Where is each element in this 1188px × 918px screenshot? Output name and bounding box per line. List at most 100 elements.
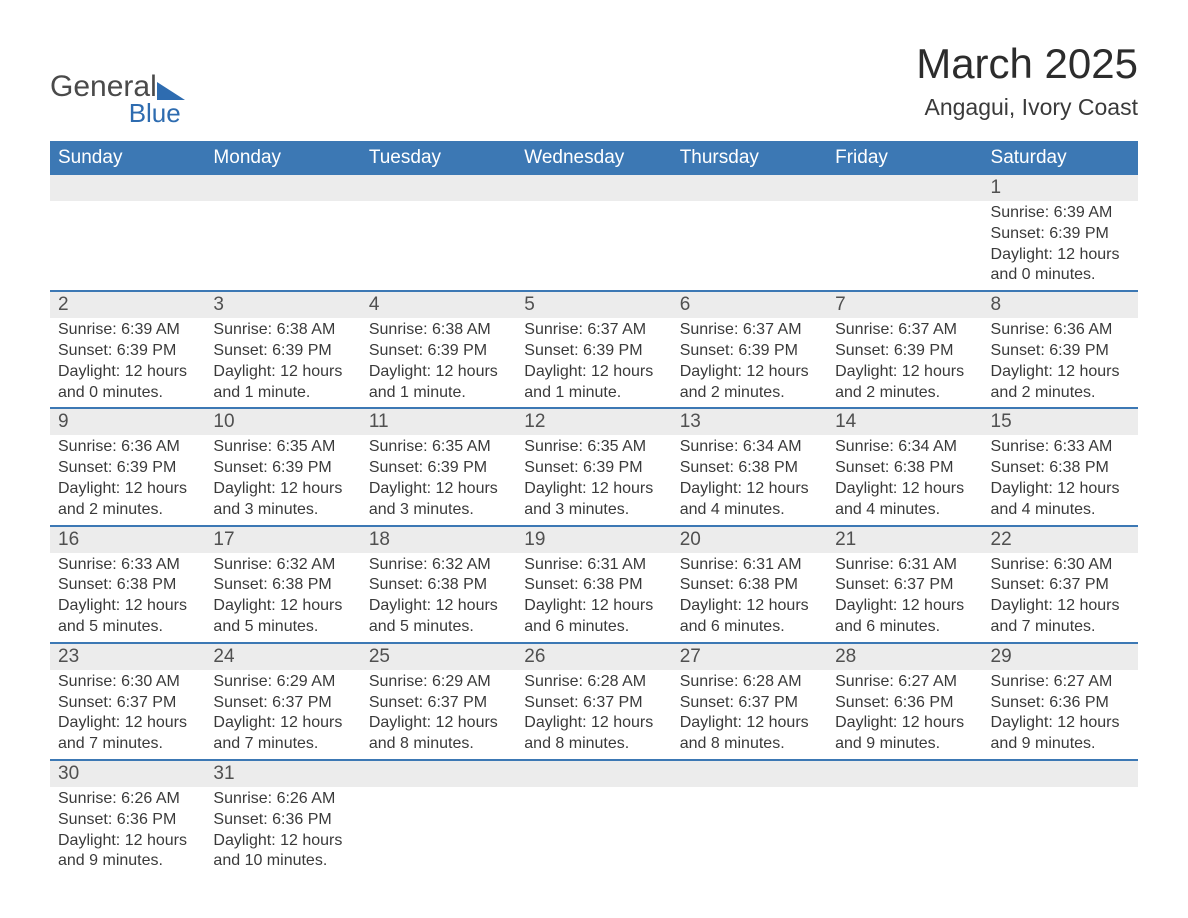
- day-number: 12: [516, 409, 671, 435]
- day-number: [50, 175, 205, 201]
- calendar-table: Sunday Monday Tuesday Wednesday Thursday…: [50, 141, 1138, 876]
- day-sunrise: Sunrise: 6:37 AM: [680, 320, 819, 341]
- day-daylight: Daylight: 12 hours and 8 minutes.: [680, 713, 819, 755]
- day-number: 16: [50, 527, 205, 553]
- day-sunset: Sunset: 6:39 PM: [524, 458, 663, 479]
- day-sunrise: Sunrise: 6:31 AM: [524, 555, 663, 576]
- day-number: 10: [205, 409, 360, 435]
- calendar-cell: [827, 175, 982, 291]
- day-daylight: Daylight: 12 hours and 2 minutes.: [58, 479, 197, 521]
- calendar-cell: 29Sunrise: 6:27 AMSunset: 6:36 PMDayligh…: [983, 643, 1138, 760]
- calendar-cell: 26Sunrise: 6:28 AMSunset: 6:37 PMDayligh…: [516, 643, 671, 760]
- day-details: Sunrise: 6:34 AMSunset: 6:38 PMDaylight:…: [827, 435, 982, 524]
- day-details: Sunrise: 6:34 AMSunset: 6:38 PMDaylight:…: [672, 435, 827, 524]
- day-number: 15: [983, 409, 1138, 435]
- weekday-header: Thursday: [672, 141, 827, 175]
- day-number: 11: [361, 409, 516, 435]
- day-daylight: Daylight: 12 hours and 1 minute.: [369, 362, 508, 404]
- day-details: Sunrise: 6:37 AMSunset: 6:39 PMDaylight:…: [516, 318, 671, 407]
- day-daylight: Daylight: 12 hours and 7 minutes.: [213, 713, 352, 755]
- day-number: 18: [361, 527, 516, 553]
- weekday-header-row: Sunday Monday Tuesday Wednesday Thursday…: [50, 141, 1138, 175]
- calendar-cell: 22Sunrise: 6:30 AMSunset: 6:37 PMDayligh…: [983, 526, 1138, 643]
- day-sunrise: Sunrise: 6:28 AM: [680, 672, 819, 693]
- day-number: 9: [50, 409, 205, 435]
- day-sunset: Sunset: 6:38 PM: [680, 575, 819, 596]
- day-daylight: Daylight: 12 hours and 4 minutes.: [835, 479, 974, 521]
- day-number: 7: [827, 292, 982, 318]
- day-sunrise: Sunrise: 6:35 AM: [213, 437, 352, 458]
- day-number: 20: [672, 527, 827, 553]
- day-details: Sunrise: 6:32 AMSunset: 6:38 PMDaylight:…: [205, 553, 360, 642]
- day-number: [361, 175, 516, 201]
- calendar-cell: 9Sunrise: 6:36 AMSunset: 6:39 PMDaylight…: [50, 408, 205, 525]
- day-daylight: Daylight: 12 hours and 2 minutes.: [680, 362, 819, 404]
- day-sunset: Sunset: 6:39 PM: [58, 458, 197, 479]
- weekday-header: Saturday: [983, 141, 1138, 175]
- calendar-cell: [50, 175, 205, 291]
- day-sunset: Sunset: 6:37 PM: [835, 575, 974, 596]
- weekday-header: Wednesday: [516, 141, 671, 175]
- calendar-cell: 7Sunrise: 6:37 AMSunset: 6:39 PMDaylight…: [827, 291, 982, 408]
- day-daylight: Daylight: 12 hours and 3 minutes.: [213, 479, 352, 521]
- day-details: Sunrise: 6:39 AMSunset: 6:39 PMDaylight:…: [50, 318, 205, 407]
- calendar-cell: 28Sunrise: 6:27 AMSunset: 6:36 PMDayligh…: [827, 643, 982, 760]
- calendar-cell: 3Sunrise: 6:38 AMSunset: 6:39 PMDaylight…: [205, 291, 360, 408]
- day-daylight: Daylight: 12 hours and 0 minutes.: [58, 362, 197, 404]
- day-sunset: Sunset: 6:38 PM: [680, 458, 819, 479]
- day-sunrise: Sunrise: 6:31 AM: [680, 555, 819, 576]
- day-daylight: Daylight: 12 hours and 9 minutes.: [835, 713, 974, 755]
- day-daylight: Daylight: 12 hours and 3 minutes.: [369, 479, 508, 521]
- day-sunset: Sunset: 6:37 PM: [991, 575, 1130, 596]
- day-number: 22: [983, 527, 1138, 553]
- day-number: [361, 761, 516, 787]
- day-sunset: Sunset: 6:36 PM: [58, 810, 197, 831]
- month-title: March 2025: [916, 40, 1138, 88]
- day-number: 14: [827, 409, 982, 435]
- day-details: Sunrise: 6:37 AMSunset: 6:39 PMDaylight:…: [672, 318, 827, 407]
- day-number: 26: [516, 644, 671, 670]
- day-number: 25: [361, 644, 516, 670]
- day-number: 2: [50, 292, 205, 318]
- calendar-week-row: 23Sunrise: 6:30 AMSunset: 6:37 PMDayligh…: [50, 643, 1138, 760]
- day-sunrise: Sunrise: 6:29 AM: [213, 672, 352, 693]
- day-daylight: Daylight: 12 hours and 2 minutes.: [991, 362, 1130, 404]
- day-daylight: Daylight: 12 hours and 4 minutes.: [991, 479, 1130, 521]
- day-number: [827, 175, 982, 201]
- day-sunrise: Sunrise: 6:30 AM: [991, 555, 1130, 576]
- day-details: Sunrise: 6:33 AMSunset: 6:38 PMDaylight:…: [983, 435, 1138, 524]
- day-sunrise: Sunrise: 6:38 AM: [213, 320, 352, 341]
- day-daylight: Daylight: 12 hours and 3 minutes.: [524, 479, 663, 521]
- calendar-cell: 2Sunrise: 6:39 AMSunset: 6:39 PMDaylight…: [50, 291, 205, 408]
- calendar-week-row: 1Sunrise: 6:39 AMSunset: 6:39 PMDaylight…: [50, 175, 1138, 291]
- calendar-cell: [361, 760, 516, 876]
- day-details: Sunrise: 6:38 AMSunset: 6:39 PMDaylight:…: [205, 318, 360, 407]
- page-header: General Blue March 2025 Angagui, Ivory C…: [50, 40, 1138, 129]
- day-daylight: Daylight: 12 hours and 6 minutes.: [680, 596, 819, 638]
- day-sunset: Sunset: 6:39 PM: [524, 341, 663, 362]
- day-sunrise: Sunrise: 6:32 AM: [369, 555, 508, 576]
- calendar-cell: 24Sunrise: 6:29 AMSunset: 6:37 PMDayligh…: [205, 643, 360, 760]
- calendar-cell: 8Sunrise: 6:36 AMSunset: 6:39 PMDaylight…: [983, 291, 1138, 408]
- day-daylight: Daylight: 12 hours and 4 minutes.: [680, 479, 819, 521]
- day-number: 31: [205, 761, 360, 787]
- calendar-cell: 20Sunrise: 6:31 AMSunset: 6:38 PMDayligh…: [672, 526, 827, 643]
- day-sunset: Sunset: 6:37 PM: [213, 693, 352, 714]
- day-number: 4: [361, 292, 516, 318]
- day-sunrise: Sunrise: 6:35 AM: [524, 437, 663, 458]
- day-sunrise: Sunrise: 6:26 AM: [213, 789, 352, 810]
- day-sunrise: Sunrise: 6:37 AM: [524, 320, 663, 341]
- calendar-cell: 5Sunrise: 6:37 AMSunset: 6:39 PMDaylight…: [516, 291, 671, 408]
- calendar-cell: 12Sunrise: 6:35 AMSunset: 6:39 PMDayligh…: [516, 408, 671, 525]
- day-number: 29: [983, 644, 1138, 670]
- day-number: [672, 761, 827, 787]
- day-sunrise: Sunrise: 6:39 AM: [58, 320, 197, 341]
- day-daylight: Daylight: 12 hours and 1 minute.: [524, 362, 663, 404]
- calendar-cell: [983, 760, 1138, 876]
- day-number: 19: [516, 527, 671, 553]
- day-sunrise: Sunrise: 6:34 AM: [835, 437, 974, 458]
- day-sunrise: Sunrise: 6:26 AM: [58, 789, 197, 810]
- day-sunrise: Sunrise: 6:34 AM: [680, 437, 819, 458]
- day-sunset: Sunset: 6:37 PM: [524, 693, 663, 714]
- day-details: Sunrise: 6:36 AMSunset: 6:39 PMDaylight:…: [50, 435, 205, 524]
